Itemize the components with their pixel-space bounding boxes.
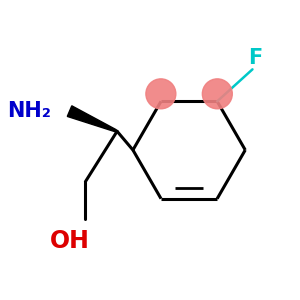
Circle shape: [146, 79, 176, 109]
Text: OH: OH: [50, 229, 89, 253]
Polygon shape: [67, 106, 116, 132]
Circle shape: [202, 79, 232, 109]
Text: F: F: [248, 48, 262, 68]
Text: NH₂: NH₂: [7, 101, 51, 121]
